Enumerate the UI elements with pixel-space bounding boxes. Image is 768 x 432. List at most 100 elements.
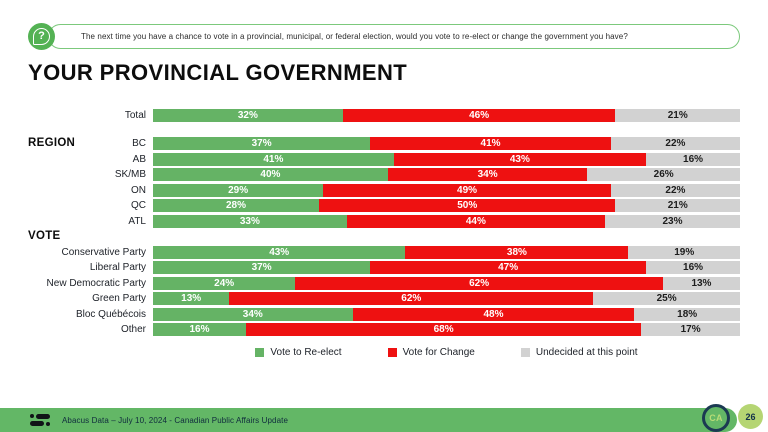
segment-value: 13% [181,293,202,304]
page-number-badge: 26 [738,404,763,429]
segment-value: 48% [483,308,504,320]
table-row: Total 32% 46% 21% [28,109,740,122]
bar-segment-change: 38% [405,245,629,259]
bar-segment-undecided: 23% [604,214,740,228]
segment-value: 21% [667,200,688,211]
table-row: Liberal Party 37% 47% 16% [28,261,740,274]
bar-segment-reelect: 37% [153,137,371,150]
bar-segment-change: 68% [245,323,642,336]
chart-rows: Total 32% 46% 21% REGION BC 37% 41% 22% AB 41% 43% 1… [28,109,740,336]
stacked-bar: 24% 62% 13% [153,276,740,290]
stacked-bar: 29% 49% 22% [153,183,740,197]
bar-segment-change: 44% [346,214,605,228]
bar-segment-undecided: 18% [634,307,740,321]
table-row: Bloc Québécois 34% 48% 18% [28,307,740,321]
stacked-bar: 43% 38% 19% [153,245,740,259]
abacus-logo-icon [30,413,54,427]
page-number: 26 [745,411,756,422]
legend-swatch-change [387,348,397,357]
segment-value: 19% [674,246,695,258]
stacked-bar: 28% 50% 21% [153,199,740,212]
segment-value: 47% [498,262,519,273]
bar-segment-reelect: 28% [153,199,320,212]
bar-segment-undecided: 22% [610,137,740,150]
segment-value: 50% [457,200,478,211]
segment-value: 32% [237,110,258,121]
bar-segment-reelect: 32% [153,109,343,122]
segment-value: 37% [251,262,272,273]
stacked-bar: 13% 62% 25% [153,292,740,305]
row-label: Conservative Party [61,246,146,258]
bar-segment-change: 46% [342,109,616,122]
row-label: Other [120,324,146,335]
segment-value: 22% [665,138,686,149]
segment-value: 46% [469,110,490,121]
bar-segment-undecided: 17% [641,323,740,336]
table-row: REGION BC 37% 41% 22% [28,137,740,150]
question-text: The next time you have a chance to vote … [81,32,628,41]
bar-segment-reelect: 41% [153,152,394,166]
bar-segment-change: 48% [352,307,635,321]
segment-value: 13% [691,277,712,289]
bar-segment-undecided: 21% [615,199,740,212]
segment-value: 62% [469,277,490,289]
legend-label: Vote to Re-elect [270,347,342,358]
legend-item-change: Vote for Change [387,347,475,358]
segment-value: 22% [665,184,686,196]
bar-segment-reelect: 24% [153,276,296,290]
bar-segment-reelect: 40% [153,168,388,181]
legend-item-undecided: Undecided at this point [520,347,638,358]
bar-segment-change: 34% [387,168,588,181]
bar-segment-reelect: 34% [153,307,353,321]
row-label: AB [132,153,146,165]
segment-value: 26% [653,169,674,180]
legend-label: Vote for Change [402,347,475,358]
segment-value: 49% [457,184,478,196]
bar-segment-change: 41% [370,137,611,150]
table-row: ON 29% 49% 22% [28,183,740,197]
segment-value: 34% [242,308,263,320]
group-label: REGION [28,137,76,149]
bar-segment-change: 47% [370,261,647,274]
segment-value: 41% [480,138,501,149]
stacked-bar: 41% 43% 16% [153,152,740,166]
row-label: Total [124,110,146,121]
group-label: VOTE [28,230,61,242]
bar-segment-reelect: 43% [153,245,406,259]
bar-segment-change: 50% [319,199,616,212]
bar-segment-undecided: 22% [610,183,740,197]
stacked-bar: 37% 47% 16% [153,261,740,274]
table-row: QC 28% 50% 21% [28,199,740,212]
bar-segment-undecided: 16% [646,261,740,274]
bar-segment-undecided: 13% [662,276,740,290]
bar-segment-undecided: 19% [628,245,740,259]
page-title: YOUR PROVINCIAL GOVERNMENT [28,60,408,85]
legend-label: Undecided at this point [535,347,638,358]
segment-value: 43% [509,153,530,165]
bar-segment-reelect: 37% [153,261,371,274]
table-row: New Democratic Party 24% 62% 13% [28,276,740,290]
segment-value: 38% [506,246,527,258]
segment-value: 25% [656,293,677,304]
stacked-bar: 40% 34% 26% [153,168,740,181]
segment-value: 18% [677,308,698,320]
segment-value: 24% [214,277,235,289]
stacked-bar: 32% 46% 21% [153,109,740,122]
segment-value: 33% [239,215,260,227]
table-row: SK/MB 40% 34% 26% [28,168,740,181]
legend-item-reelect: Vote to Re-elect [255,347,342,358]
group-header-row: VOTE [28,230,740,243]
question-bar: The next time you have a chance to vote … [48,24,740,49]
segment-value: 43% [269,246,290,258]
segment-value: 29% [228,184,249,196]
legend: Vote to Re-elect Vote for Change Undecid… [28,347,740,358]
segment-value: 16% [683,262,704,273]
footer-text: Abacus Data – July 10, 2024 - Canadian P… [62,415,288,425]
bar-segment-undecided: 25% [593,292,740,305]
ca-monogram-logo: CA [702,404,730,432]
bar-segment-change: 62% [229,292,594,305]
chart: Total 32% 46% 21% REGION BC 37% 41% 22% AB 41% 43% 1… [28,109,740,358]
row-label: Green Party [92,293,146,304]
table-row: Other 16% 68% 17% [28,323,740,336]
stacked-bar: 33% 44% 23% [153,214,740,228]
